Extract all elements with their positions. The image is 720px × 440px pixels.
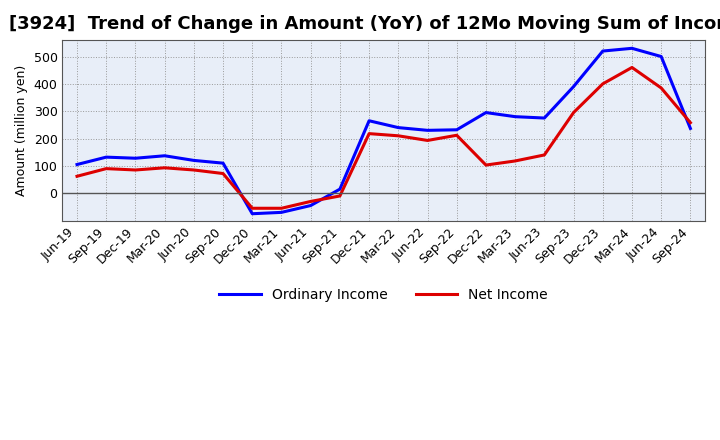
Ordinary Income bbox=[307, 203, 315, 208]
Ordinary Income bbox=[570, 84, 578, 89]
Ordinary Income bbox=[628, 46, 636, 51]
Ordinary Income bbox=[394, 125, 402, 130]
Ordinary Income bbox=[657, 54, 665, 59]
Ordinary Income bbox=[336, 187, 344, 192]
Net Income bbox=[73, 174, 81, 179]
Ordinary Income bbox=[423, 128, 432, 133]
Net Income bbox=[336, 193, 344, 198]
Net Income bbox=[365, 131, 374, 136]
Net Income bbox=[277, 205, 286, 211]
Y-axis label: Amount (million yen): Amount (million yen) bbox=[15, 65, 28, 196]
Ordinary Income bbox=[598, 48, 607, 54]
Net Income bbox=[628, 65, 636, 70]
Ordinary Income bbox=[248, 211, 256, 216]
Net Income bbox=[423, 138, 432, 143]
Ordinary Income bbox=[219, 161, 228, 166]
Net Income bbox=[657, 85, 665, 91]
Line: Ordinary Income: Ordinary Income bbox=[77, 48, 690, 214]
Net Income bbox=[510, 158, 519, 164]
Ordinary Income bbox=[540, 115, 549, 121]
Ordinary Income bbox=[482, 110, 490, 115]
Net Income bbox=[394, 133, 402, 139]
Ordinary Income bbox=[131, 156, 140, 161]
Ordinary Income bbox=[102, 154, 111, 160]
Title: [3924]  Trend of Change in Amount (YoY) of 12Mo Moving Sum of Incomes: [3924] Trend of Change in Amount (YoY) o… bbox=[9, 15, 720, 33]
Ordinary Income bbox=[510, 114, 519, 119]
Net Income bbox=[102, 166, 111, 171]
Net Income bbox=[189, 167, 198, 172]
Net Income bbox=[161, 165, 169, 170]
Net Income bbox=[307, 199, 315, 204]
Ordinary Income bbox=[365, 118, 374, 123]
Ordinary Income bbox=[686, 126, 695, 131]
Net Income bbox=[131, 167, 140, 172]
Net Income bbox=[482, 162, 490, 168]
Net Income bbox=[540, 152, 549, 158]
Ordinary Income bbox=[189, 158, 198, 163]
Line: Net Income: Net Income bbox=[77, 67, 690, 208]
Net Income bbox=[219, 171, 228, 176]
Ordinary Income bbox=[277, 210, 286, 215]
Ordinary Income bbox=[73, 162, 81, 167]
Net Income bbox=[570, 110, 578, 115]
Net Income bbox=[598, 81, 607, 87]
Ordinary Income bbox=[161, 153, 169, 158]
Ordinary Income bbox=[452, 127, 461, 132]
Net Income bbox=[248, 205, 256, 211]
Net Income bbox=[686, 120, 695, 125]
Net Income bbox=[452, 132, 461, 138]
Legend: Ordinary Income, Net Income: Ordinary Income, Net Income bbox=[214, 282, 554, 308]
